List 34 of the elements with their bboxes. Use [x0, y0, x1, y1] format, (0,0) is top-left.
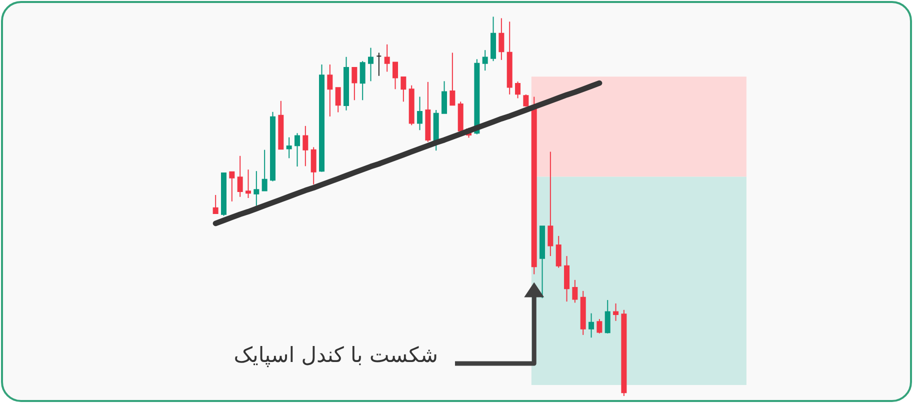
- candlestick: [246, 169, 251, 199]
- candlestick: [564, 256, 570, 302]
- candlestick: [360, 60, 366, 101]
- candlestick: [498, 18, 504, 60]
- candlestick: [604, 300, 610, 334]
- candlestick: [417, 96, 423, 131]
- candlestick: [515, 81, 521, 99]
- candlestick: [352, 67, 358, 101]
- candlestick: [523, 94, 529, 108]
- candlestick: [556, 235, 562, 268]
- candlestick: [482, 50, 488, 72]
- candlestick: [212, 194, 218, 214]
- candlestick: [302, 125, 308, 167]
- candlestick: [613, 302, 619, 322]
- candlestick: [335, 87, 341, 113]
- candlestick: [588, 312, 594, 338]
- candlestick: [400, 76, 406, 102]
- candlestick: [229, 171, 235, 202]
- annotation: شکست با کندل اسپایک: [234, 343, 438, 367]
- candlestick: [327, 64, 333, 117]
- candlestick: [384, 44, 390, 72]
- candlestick: [572, 279, 578, 304]
- candlestick: [392, 62, 398, 90]
- candlestick: [237, 155, 243, 198]
- candlestick: [262, 149, 268, 192]
- candlestick: [254, 170, 260, 206]
- candlestick: [442, 80, 448, 114]
- candlestick: [596, 318, 602, 334]
- candlestick: [294, 132, 300, 168]
- candlestick: [548, 151, 554, 257]
- candlestick: [450, 52, 456, 106]
- candlestick: [286, 136, 292, 159]
- candlestick: [310, 146, 316, 185]
- candlestick: [368, 47, 374, 82]
